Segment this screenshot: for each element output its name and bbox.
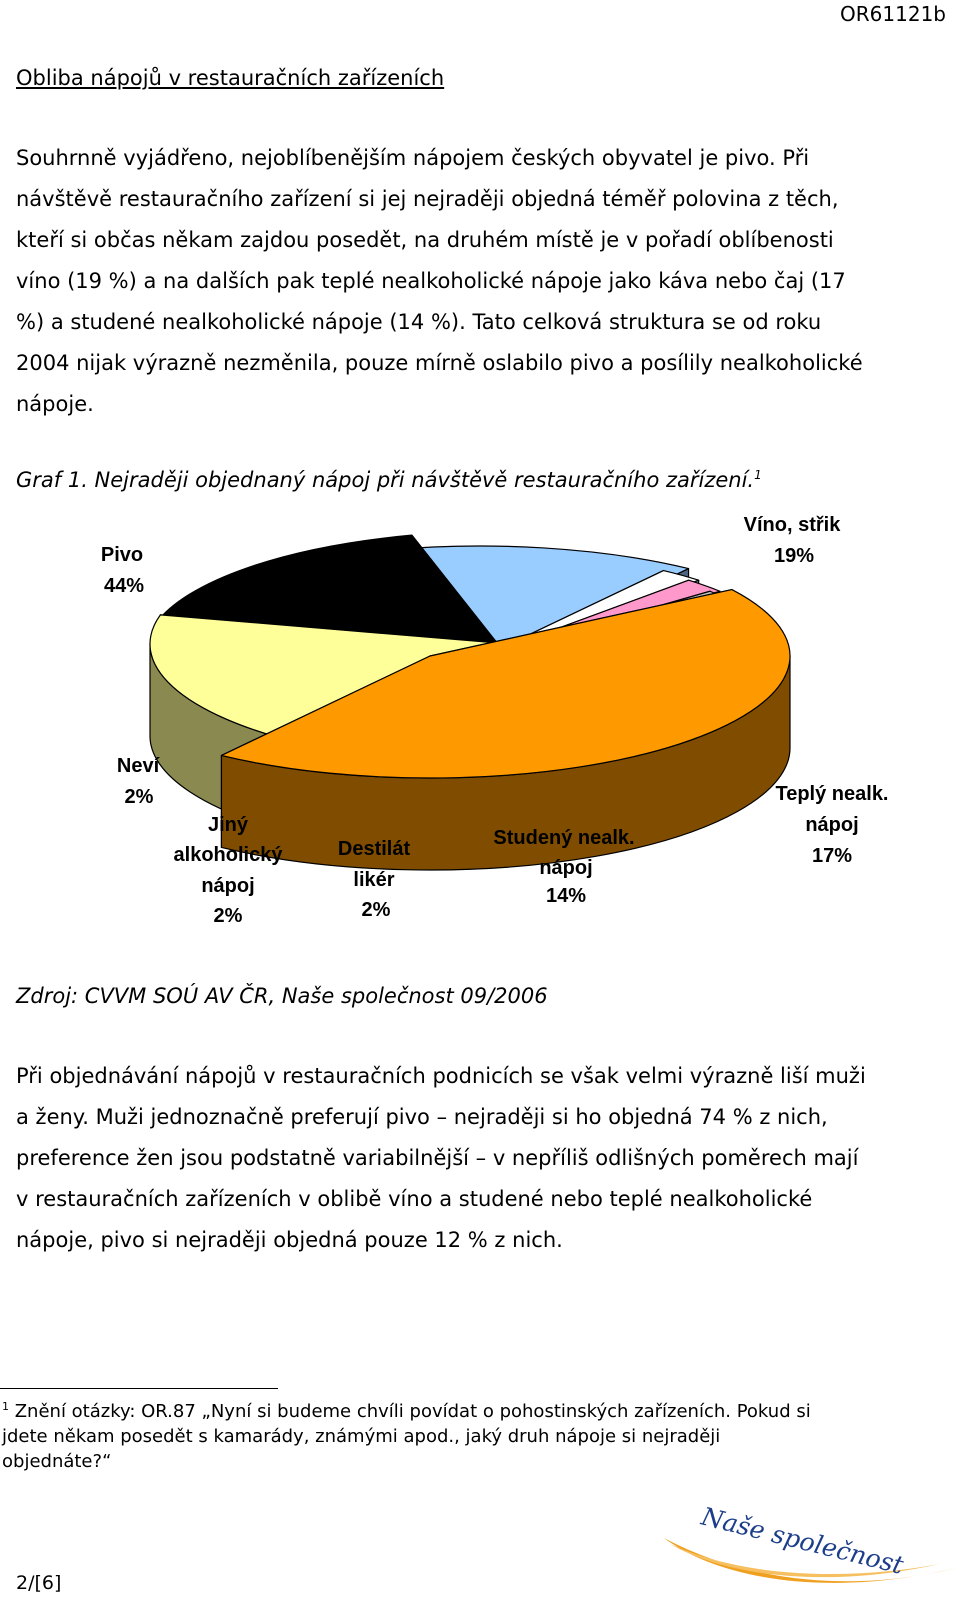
footnote-text: Znění otázky: OR.87 „Nyní si budeme chví… — [9, 1401, 811, 1422]
paragraph-1: Souhrnně vyjádřeno, nejoblíbenějším nápo… — [16, 138, 946, 425]
slice-label-text: nápoj — [805, 814, 858, 836]
chart-source: Zdroj: CVVM SOÚ AV ČR, Naše společnost 0… — [16, 984, 548, 1008]
slice-label-text: likér — [353, 869, 394, 891]
section-heading: Obliba nápojů v restauračních zařízeních — [16, 66, 445, 90]
footnote-line: objednáte?“ — [2, 1451, 112, 1472]
footnote-separator — [0, 1388, 278, 1389]
paragraph-line: a ženy. Muži jednoznačně preferují pivo … — [16, 1105, 828, 1129]
slice-label-destilat: Destilát likér 2% — [338, 838, 411, 921]
pie-slice-top — [220, 588, 791, 779]
paragraph-line: %) a studené nealkoholické nápoje (14 %)… — [16, 310, 822, 334]
slice-label-teply: Teplý nealk. nápoj 17% — [775, 783, 888, 867]
slice-label-text: Teplý nealk. — [775, 783, 888, 805]
slice-label-text: Jiný — [208, 814, 249, 836]
page-number: 2/[6] — [16, 1572, 62, 1594]
paragraph-line: návštěvě restauračního zařízení si jej n… — [16, 187, 839, 211]
paragraph-line: Při objednávání nápojů v restauračních p… — [16, 1064, 866, 1088]
paragraph-line: preference žen jsou podstatně variabilně… — [16, 1146, 859, 1170]
paragraph-2: Při objednávání nápojů v restauračních p… — [16, 1056, 946, 1261]
footnote-mark: 1 — [2, 1400, 9, 1413]
slice-label-pivo: Pivo 44% — [101, 544, 144, 597]
slice-label-value: 2% — [362, 899, 391, 921]
slice-label-text: nápoj — [539, 857, 592, 879]
slice-label-value: 19% — [774, 545, 814, 567]
footnote-ref: 1 — [754, 468, 762, 482]
slice-label-value: 2% — [214, 905, 243, 927]
pie-slice — [220, 588, 791, 871]
slice-label-studeny: Studený nealk. nápoj 14% — [493, 827, 634, 907]
slice-label-value: 17% — [812, 845, 852, 867]
paragraph-line: Souhrnně vyjádřeno, nejoblíbenějším nápo… — [16, 146, 810, 170]
pie-slice-top — [149, 614, 511, 745]
paragraph-line: 2004 nijak výrazně nezměnila, pouze mírn… — [16, 351, 863, 375]
footnote-line: jdete někam posedět s kamarády, známými … — [2, 1426, 721, 1447]
slice-label-text: Pivo — [101, 544, 143, 566]
chart-caption-text: Graf 1. Nejraději objednaný nápoj při ná… — [16, 468, 755, 492]
slice-label-text: Studený nealk. — [493, 827, 634, 849]
slice-label-text: Neví — [117, 755, 161, 777]
slice-label-value: 2% — [125, 786, 154, 808]
slice-label-jiny: Jiný alkoholický nápoj 2% — [174, 814, 284, 927]
paragraph-line: kteří si občas někam zajdou posedět, na … — [16, 228, 834, 252]
nase-spolecnost-logo: Naše společnost — [664, 1501, 956, 1583]
footnote: 1 Znění otázky: OR.87 „Nyní si budeme ch… — [2, 1394, 952, 1474]
paragraph-line: víno (19 %) a na dalších pak teplé nealk… — [16, 269, 846, 293]
slice-label-text: alkoholický — [174, 844, 284, 866]
slice-label-text: Víno, střik — [744, 514, 842, 536]
paragraph-line: v restauračních zařízeních v oblibě víno… — [16, 1187, 813, 1211]
chart-caption: Graf 1. Nejraději objednaný nápoj při ná… — [16, 468, 762, 492]
slice-label-text: nápoj — [201, 875, 254, 897]
pie-shapes — [149, 534, 791, 871]
paragraph-line: nápoje, pivo si nejraději objedná pouze … — [16, 1228, 563, 1252]
slice-label-text: Destilát — [338, 838, 411, 860]
footnote-line: 1 Znění otázky: OR.87 „Nyní si budeme ch… — [2, 1394, 952, 1424]
paragraph-line: nápoje. — [16, 392, 94, 416]
document-code: OR61121b — [840, 2, 946, 26]
slice-label-vino: Víno, střik 19% — [744, 514, 842, 567]
slice-label-value: 44% — [104, 575, 144, 597]
slice-label-value: 14% — [546, 885, 586, 907]
pie-chart: Pivo 44% Víno, střik 19% Teplý nealk. ná… — [101, 514, 889, 927]
slice-label-nevi: Neví 2% — [117, 755, 161, 808]
